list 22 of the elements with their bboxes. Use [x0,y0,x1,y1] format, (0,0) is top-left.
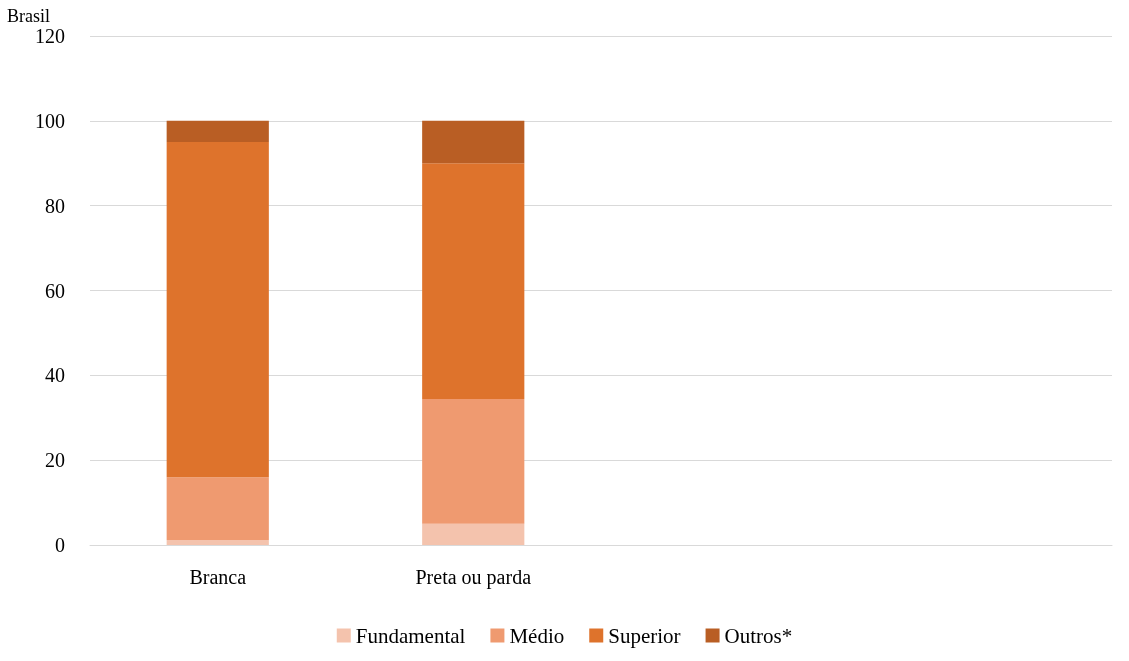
y-tick-label: 60 [45,279,65,302]
y-tick-label: 40 [45,364,65,387]
y-tick-label: 20 [45,449,65,472]
y-tick-label: 100 [35,109,65,132]
bar [166,477,269,540]
y-tick-label: 80 [45,194,65,217]
bar [166,120,269,143]
legend-label: Fundamental [355,623,466,648]
bar [422,163,525,400]
legend-label: Outros* [724,623,793,648]
bar [166,539,269,545]
legend-label: Superior [608,623,681,648]
bar [422,399,525,524]
legend-label: Médio [509,623,565,648]
y-tick-label: 120 [35,25,65,47]
bar [166,142,269,478]
chart-title: Brasil [7,6,50,26]
x-tick-label: Preta ou parda [415,566,532,589]
bar [422,120,525,164]
bar [422,523,525,545]
x-tick-label: Branca [189,566,247,588]
y-tick-label: 0 [55,534,65,556]
